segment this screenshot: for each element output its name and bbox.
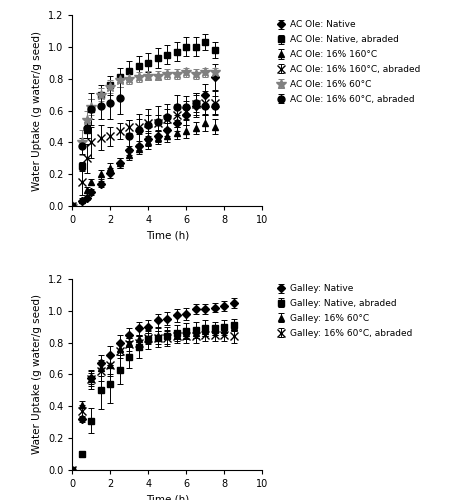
Legend: Galley: Native, Galley: Native, abraded, Galley: 16% 60°C, Galley: 16% 60°C, abr: Galley: Native, Galley: Native, abraded,… (274, 284, 412, 339)
X-axis label: Time (h): Time (h) (145, 494, 189, 500)
Y-axis label: Water Uptake (g water/g seed): Water Uptake (g water/g seed) (32, 294, 42, 454)
Legend: AC Ole: Native, AC Ole: Native, abraded, AC Ole: 16% 160°C, AC Ole: 16% 160°C, a: AC Ole: Native, AC Ole: Native, abraded,… (274, 20, 420, 104)
X-axis label: Time (h): Time (h) (145, 231, 189, 241)
Y-axis label: Water Uptake (g water/g seed): Water Uptake (g water/g seed) (32, 30, 42, 190)
